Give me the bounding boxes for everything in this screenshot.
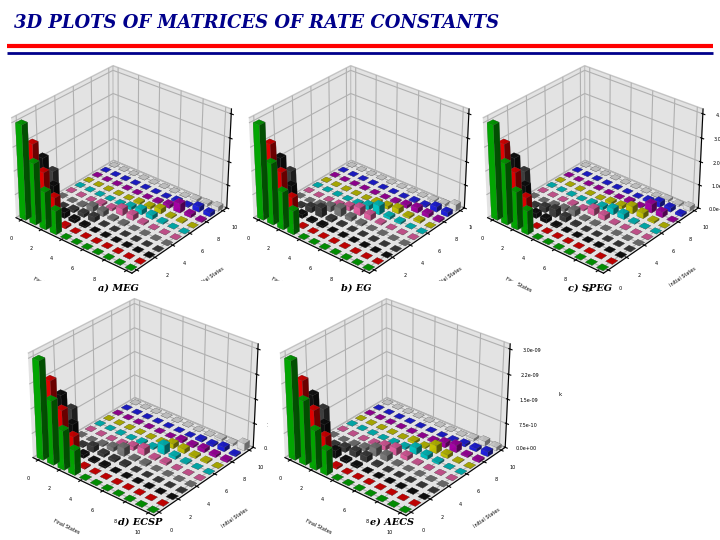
X-axis label: Final States: Final States [505, 277, 532, 294]
Text: d) ECSP: d) ECSP [118, 517, 163, 526]
Y-axis label: Initial States: Initial States [221, 507, 250, 529]
Text: e) AECS: e) AECS [370, 517, 415, 526]
Y-axis label: Initial States: Initial States [197, 266, 225, 288]
X-axis label: Final States: Final States [305, 518, 332, 535]
Text: a) MEG: a) MEG [99, 284, 139, 293]
Y-axis label: Initial States: Initial States [434, 266, 463, 288]
Y-axis label: Initial States: Initial States [668, 266, 697, 288]
Text: c) SPEG: c) SPEG [568, 284, 613, 293]
Y-axis label: Initial States: Initial States [473, 507, 502, 529]
Text: b) EG: b) EG [341, 284, 372, 293]
Text: 3D PLOTS OF MATRICES OF RATE CONSTANTS: 3D PLOTS OF MATRICES OF RATE CONSTANTS [14, 14, 500, 31]
X-axis label: Final States: Final States [53, 518, 80, 535]
X-axis label: Final States: Final States [33, 277, 60, 294]
X-axis label: Final States: Final States [271, 277, 298, 294]
